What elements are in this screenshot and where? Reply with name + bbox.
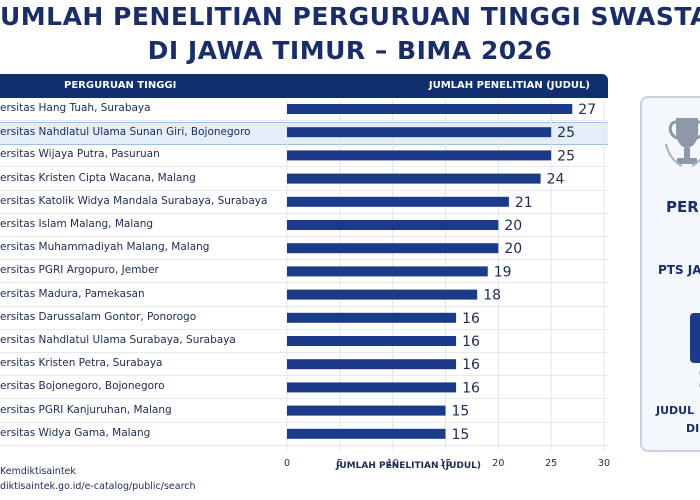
institution-name: ersitas Hang Tuah, Surabaya [0, 102, 151, 114]
table-header: PERGURUAN TINGGI JUMLAH PENELITIAN (JUDU… [0, 74, 608, 98]
x-tick-label: 5 [337, 458, 343, 469]
table-row: ersitas Islam Malang, Malang [0, 215, 608, 237]
x-tick-label: 20 [492, 458, 504, 469]
institution-name: ersitas Madura, Pamekasan [0, 287, 145, 300]
table-row: ersitas Muhammadiyah Malang, Malang [0, 238, 608, 261]
institution-name: ersitas Kristen Petra, Surabaya [0, 357, 163, 370]
bar-value-label: 18 [483, 288, 501, 304]
bar-value-label: 27 [578, 102, 596, 118]
bar-value-label: 15 [452, 427, 470, 443]
institution-name: ersitas Bojonegoro, Bojonegoro [0, 380, 165, 393]
bar [287, 359, 457, 370]
source-note: Kemdiktisaintek diktisaintek.go.id/e-cat… [0, 464, 196, 494]
table-row: ersitas Katolik Widya Mandala Surabaya, … [0, 192, 608, 214]
table-row: ersitas Bojonegoro, Bojonegoro [0, 377, 608, 400]
x-tick-label: 10 [387, 458, 399, 469]
institution-name: ersitas Nahdlatul Ulama Sunan Giri, Bojo… [0, 126, 251, 139]
bar [287, 405, 446, 416]
source-line-2: diktisaintek.go.id/e-catalog/public/sear… [0, 481, 196, 492]
bar-value-label: 16 [462, 357, 480, 373]
bar-value-label: 15 [452, 404, 470, 420]
bar [287, 312, 457, 323]
x-tick-label: 30 [598, 458, 610, 469]
x-axis-title: JUMLAH PENELITIAN (JUDUL) [336, 461, 482, 471]
summary-line-4: DI [686, 422, 700, 435]
x-tick-label: 15 [439, 458, 451, 469]
bar [287, 266, 488, 277]
table-row: ersitas Kristen Petra, Surabaya [0, 354, 608, 377]
bar-value-label: 20 [504, 241, 522, 257]
bar [287, 289, 478, 300]
table-row: ersitas Wijaya Putra, Pasuruan [0, 145, 608, 168]
source-line-1: Kemdiktisaintek [0, 466, 76, 477]
bar-value-label: 24 [547, 172, 565, 188]
table-row: ersitas Hang Tuah, Surabaya [0, 99, 608, 121]
bar-value-label: 16 [462, 334, 480, 350]
bar [287, 243, 499, 254]
chart-title-line-1: JUMLAH PENELITIAN PERGURUAN TINGGI SWAST… [0, 2, 700, 31]
bar [287, 336, 457, 346]
institution-name: ersitas Muhammadiyah Malang, Malang [0, 241, 210, 254]
bar-value-label: 16 [462, 311, 480, 327]
table-row: ersitas PGRI Argopuro, Jember [0, 261, 608, 284]
summary-line-2: PTS JA [658, 263, 700, 277]
institution-name: ersitas Wijaya Putra, Pasuruan [0, 148, 160, 161]
bar-value-label: 25 [557, 125, 575, 141]
bar-value-label: 20 [504, 218, 522, 234]
bar [287, 382, 457, 393]
bar [287, 428, 446, 439]
bar [287, 220, 499, 230]
institution-name: ersitas Katolik Widya Mandala Surabaya, … [0, 194, 268, 207]
institution-name: ersitas PGRI Argopuro, Jember [0, 264, 159, 277]
table-row: ersitas Nahdlatul Ulama Surabaya, Suraba… [0, 331, 608, 353]
column-header-institution: PERGURUAN TINGGI [64, 80, 177, 91]
bar [287, 104, 573, 114]
table-row: ersitas Kristen Cipta Wacana, Malang [0, 169, 608, 191]
institution-name: ersitas Darussalam Gontor, Ponorogo [0, 310, 197, 323]
summary-badge [690, 313, 700, 363]
summary-number: 2 [698, 368, 700, 393]
x-tick-label: 0 [284, 458, 290, 469]
bar [287, 196, 509, 207]
bar [287, 127, 552, 138]
institution-name: ersitas Kristen Cipta Wacana, Malang [0, 171, 196, 184]
summary-card: PER PTS JA 2 JUDUL DI [640, 96, 700, 452]
bar-value-label: 25 [557, 148, 575, 164]
summary-line-3: JUDUL [656, 404, 695, 417]
bar-value-label: 21 [515, 195, 533, 211]
institution-name: ersitas PGRI Kanjuruhan, Malang [0, 403, 172, 416]
institution-name: ersitas Nahdlatul Ulama Surabaya, Suraba… [0, 334, 236, 346]
bar [287, 150, 552, 161]
bar-value-label: 19 [494, 264, 512, 280]
table-row: ersitas PGRI Kanjuruhan, Malang [0, 401, 608, 423]
chart-title-line-2: DI JAWA TIMUR – BIMA 2026 [147, 36, 553, 65]
bar [287, 173, 541, 184]
table-row: ersitas Madura, Pamekasan [0, 285, 608, 307]
table-row: ersitas Darussalam Gontor, Ponorogo [0, 308, 608, 330]
column-header-count: JUMLAH PENELITIAN (JUDUL) [428, 80, 590, 91]
trophy-icon [665, 118, 700, 167]
institution-name: ersitas Islam Malang, Malang [0, 218, 154, 230]
table-row: ersitas Widya Gama, Malang [0, 424, 608, 446]
institution-name: ersitas Widya Gama, Malang [0, 426, 151, 439]
summary-line-1: PER [666, 198, 699, 216]
bar-value-label: 16 [462, 380, 480, 396]
x-tick-label: 25 [545, 458, 557, 469]
